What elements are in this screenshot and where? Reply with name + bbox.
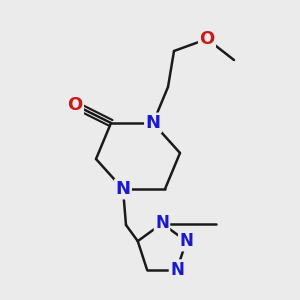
Text: N: N xyxy=(146,114,160,132)
Text: N: N xyxy=(170,261,184,279)
Text: N: N xyxy=(155,214,169,232)
Text: N: N xyxy=(116,180,130,198)
Text: O: O xyxy=(200,30,214,48)
Text: N: N xyxy=(179,232,193,250)
Text: O: O xyxy=(68,96,82,114)
